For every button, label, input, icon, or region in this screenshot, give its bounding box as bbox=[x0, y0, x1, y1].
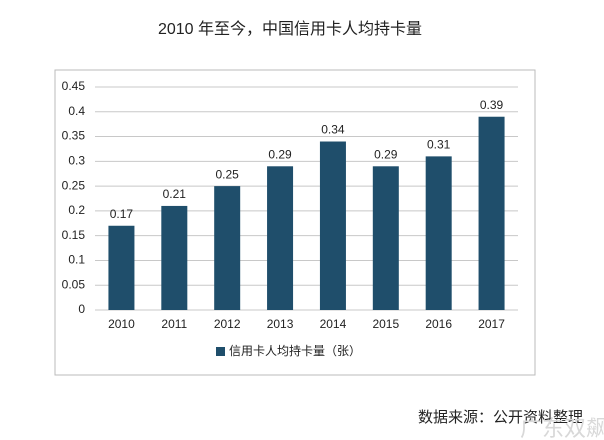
data-label: 0.17 bbox=[110, 207, 134, 221]
y-tick-label: 0.4 bbox=[68, 104, 85, 118]
bar bbox=[372, 166, 399, 310]
data-label: 0.39 bbox=[480, 98, 504, 112]
x-tick-label: 2010 bbox=[108, 317, 135, 331]
y-tick-label: 0.35 bbox=[62, 129, 86, 143]
bar bbox=[425, 156, 452, 310]
x-tick-label: 2013 bbox=[267, 317, 294, 331]
watermark: 广东双飙 bbox=[520, 416, 604, 440]
x-tick-label: 2012 bbox=[214, 317, 241, 331]
data-label: 0.29 bbox=[268, 147, 292, 161]
data-label: 0.31 bbox=[427, 138, 451, 152]
bar bbox=[319, 141, 346, 310]
data-label: 0.25 bbox=[216, 167, 240, 181]
x-tick-label: 2016 bbox=[425, 317, 452, 331]
x-tick-label: 2011 bbox=[161, 317, 187, 331]
data-label: 0.21 bbox=[163, 187, 187, 201]
legend-label: 信用卡人均持卡量（张） bbox=[229, 343, 361, 358]
y-tick-label: 0 bbox=[78, 302, 85, 316]
bar bbox=[108, 225, 135, 310]
y-tick-label: 0.3 bbox=[68, 154, 85, 168]
bar bbox=[267, 166, 294, 310]
x-tick-label: 2017 bbox=[478, 317, 505, 331]
bar bbox=[478, 116, 505, 310]
y-tick-label: 0.45 bbox=[62, 79, 86, 93]
x-tick-label: 2015 bbox=[372, 317, 399, 331]
bar bbox=[161, 205, 188, 310]
y-tick-label: 0.05 bbox=[62, 277, 86, 291]
data-label: 0.29 bbox=[374, 147, 398, 161]
chart-frame bbox=[54, 69, 536, 376]
chart-title: 2010 年至今，中国信用卡人均持卡量 bbox=[158, 20, 422, 38]
data-label: 0.34 bbox=[321, 123, 345, 137]
bar bbox=[214, 186, 241, 310]
y-tick-label: 0.2 bbox=[68, 203, 85, 217]
y-tick-label: 0.1 bbox=[68, 253, 85, 267]
legend-swatch bbox=[216, 347, 225, 356]
y-tick-label: 0.15 bbox=[62, 228, 86, 242]
source-note: 数据来源：公开资料整理 bbox=[418, 409, 583, 426]
x-tick-label: 2014 bbox=[320, 317, 347, 331]
y-tick-label: 0.25 bbox=[62, 178, 86, 192]
